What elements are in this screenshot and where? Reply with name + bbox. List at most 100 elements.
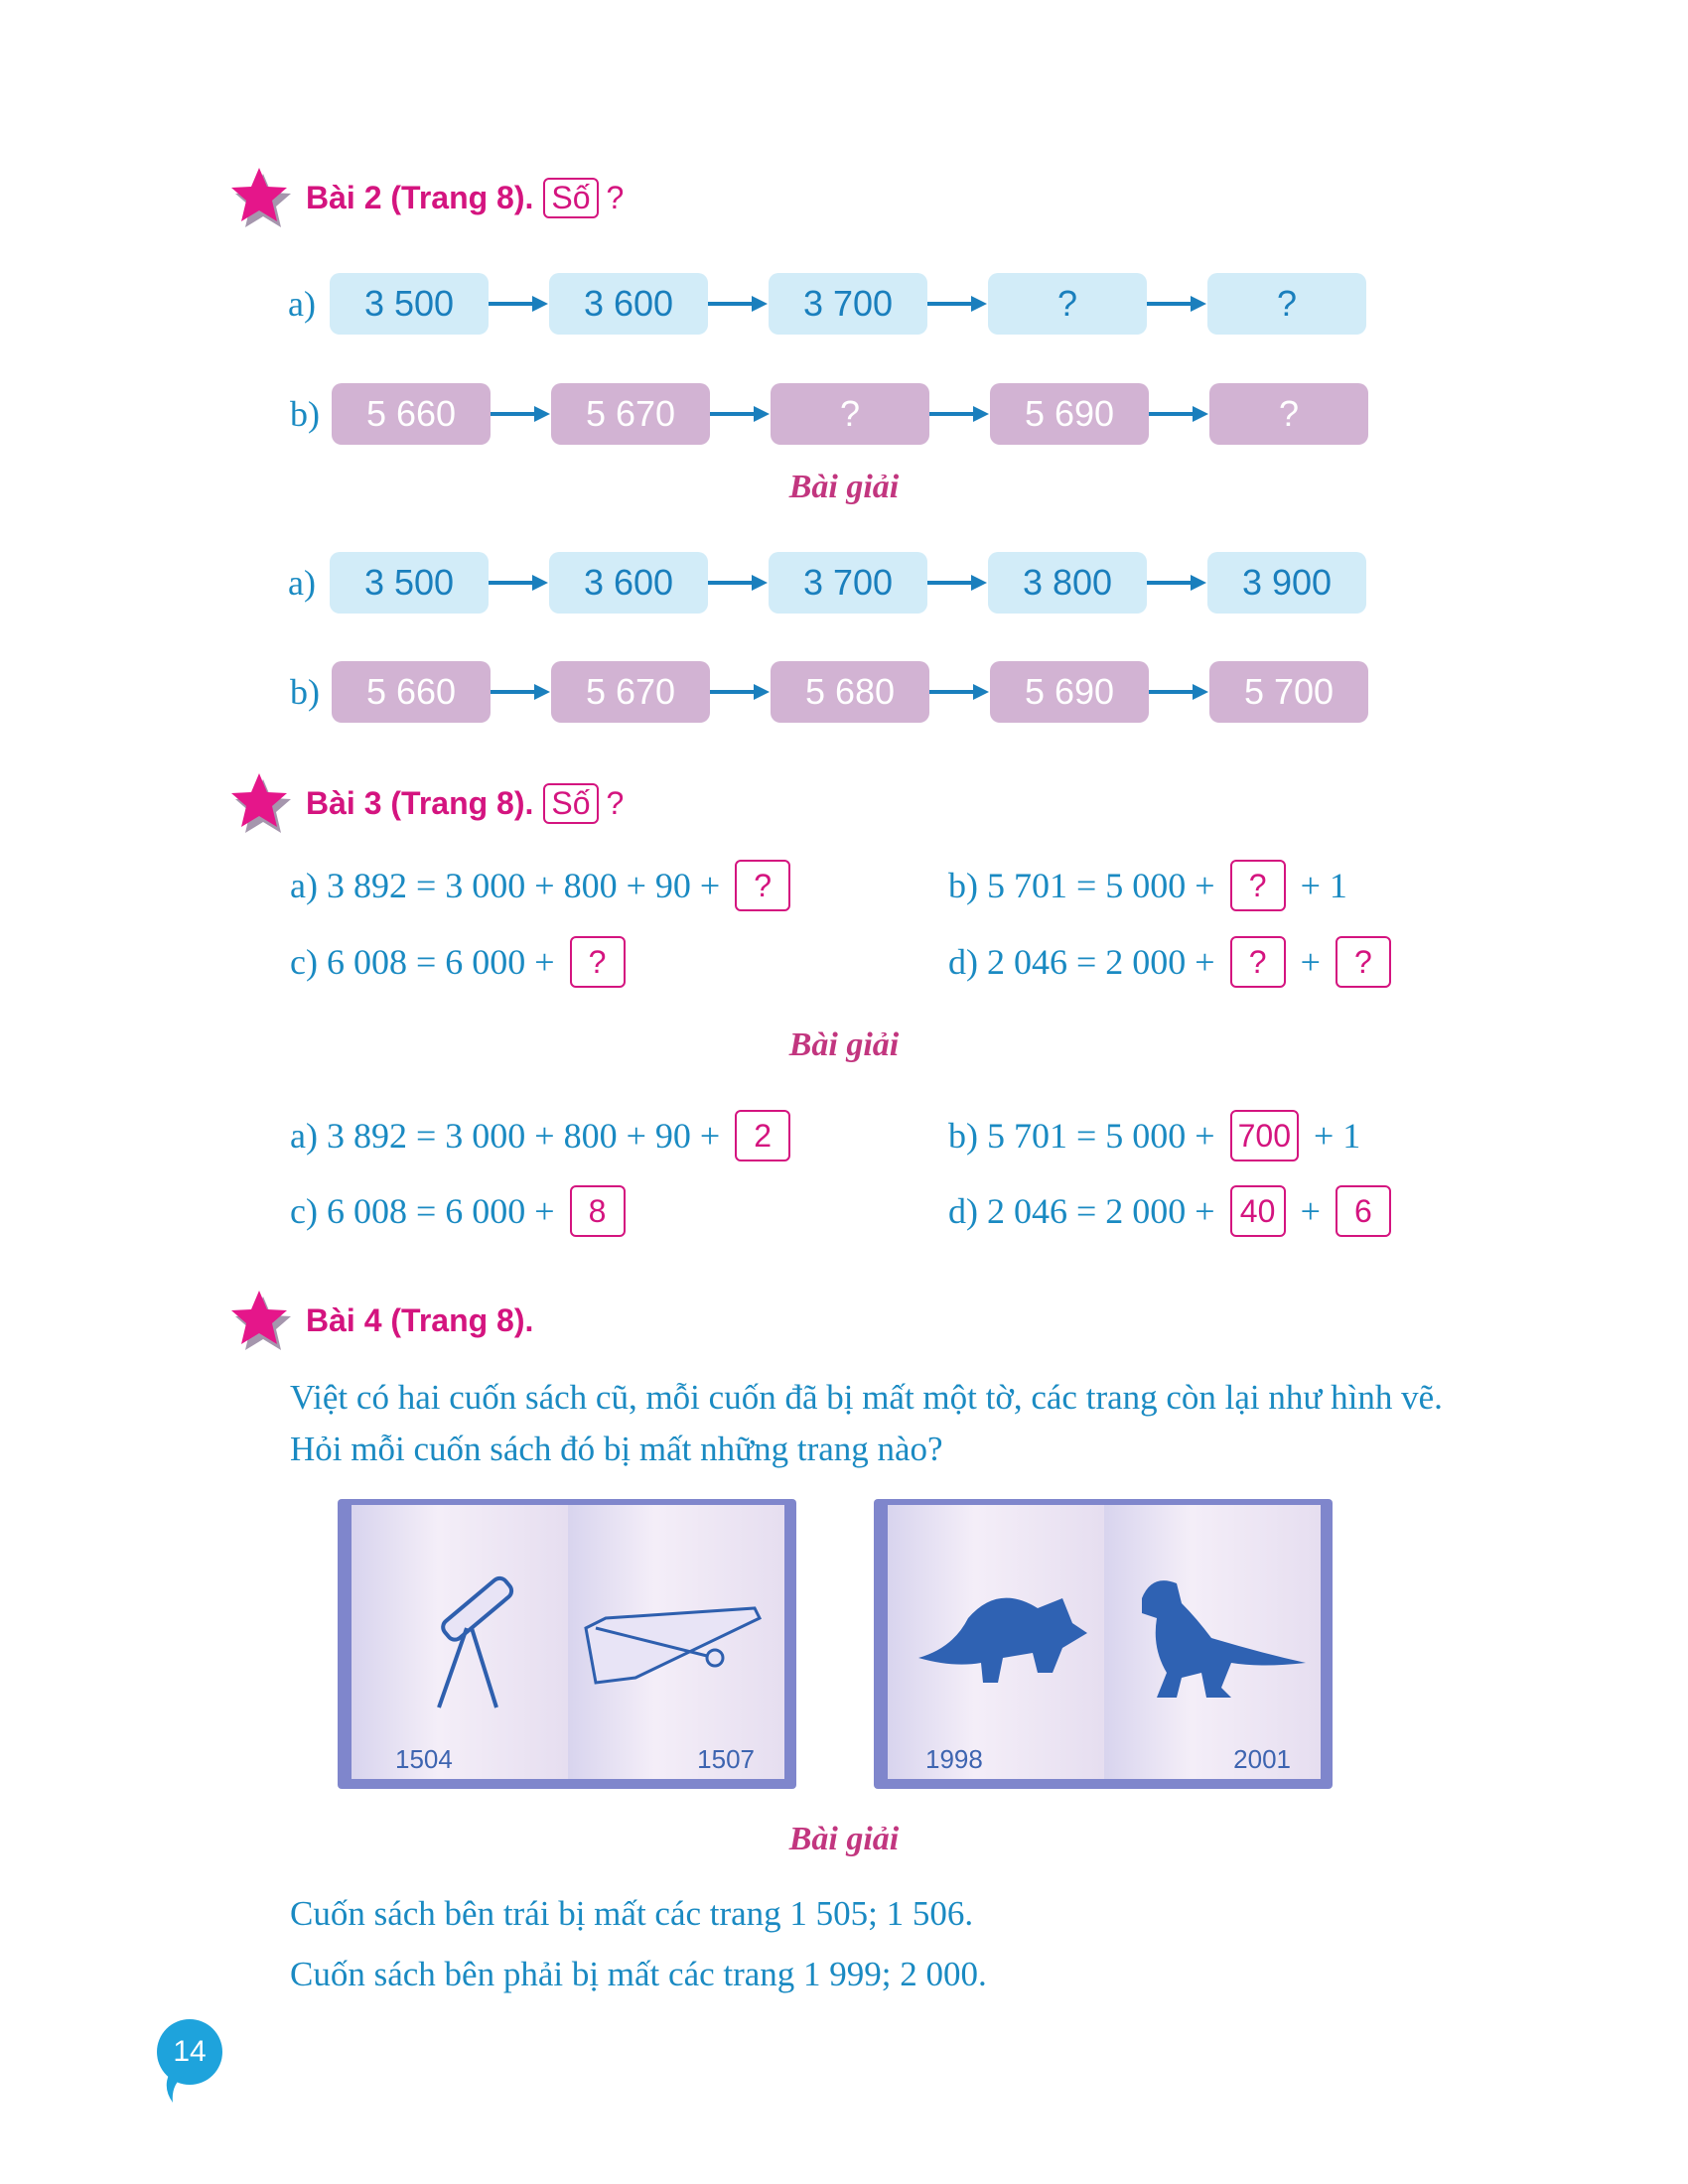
star-icon (226, 770, 292, 836)
equation-text: b) 5 701 = 5 000 + (948, 866, 1224, 905)
number-box: 5 660 (332, 383, 491, 445)
number-box[interactable]: ? (1209, 383, 1368, 445)
bai2-heading: Bài 2 (Trang 8). Số ? (226, 165, 624, 230)
bai2-solution-title: Bài giải (788, 469, 900, 505)
answer-box[interactable]: ? (569, 936, 626, 988)
star-icon (226, 165, 292, 230)
arrow-right-icon (491, 404, 551, 424)
airplane-icon (584, 1606, 763, 1685)
bai4-title: Bài 4 (Trang 8). (306, 1301, 534, 1338)
arrow-right-icon (927, 294, 988, 314)
arrow-right-icon (710, 682, 771, 702)
row-label: a) (288, 563, 316, 603)
equation-text: d) 2 046 = 2 000 + (948, 942, 1224, 982)
number-box: 3 700 (769, 552, 927, 614)
bai3-solution-title: Bài giải (788, 1026, 900, 1063)
bai3-answer-b: b) 5 701 = 5 000 + 700 + 1 (948, 1110, 1360, 1161)
arrow-right-icon (710, 404, 771, 424)
equation-text: a) 3 892 = 3 000 + 800 + 90 + (290, 866, 730, 905)
number-box: 5 670 (551, 383, 710, 445)
bai4-problem: Việt có hai cuốn sách cũ, mỗi cuốn đã bị… (290, 1378, 1443, 1468)
answer-box[interactable]: ? (735, 860, 791, 911)
book-left: 1504 1507 (338, 1499, 796, 1789)
equation-text: d) 2 046 = 2 000 + (948, 1191, 1224, 1231)
answer-box[interactable]: ? (1229, 860, 1286, 911)
bai3-tag: Số (543, 782, 599, 824)
bai3-question-a: a) 3 892 = 3 000 + 800 + 90 + ? (290, 860, 796, 911)
telescope-icon (437, 1575, 514, 1708)
bai3-title: Bài 3 (Trang 8). (306, 784, 534, 821)
number-box: 3 600 (549, 273, 708, 335)
bai4-answer-1: Cuốn sách bên trái bị mất các trang 1 50… (290, 1894, 974, 1933)
arrow-right-icon (708, 573, 769, 593)
page-number-label: 2001 (1233, 1744, 1291, 1774)
number-box: 5 680 (771, 661, 929, 723)
triceratops-icon (918, 1597, 1087, 1683)
arrow-right-icon (1149, 404, 1209, 424)
number-box: 5 670 (551, 661, 710, 723)
bai2-answer-b: b) 5 660 5 670 5 680 5 690 5 700 (290, 661, 1368, 723)
bai2-tag: Số (543, 177, 599, 218)
equation-text: a) 3 892 = 3 000 + 800 + 90 + (290, 1116, 730, 1156)
number-box: 3 900 (1207, 552, 1366, 614)
number-box[interactable]: ? (771, 383, 929, 445)
bai3-question-c: c) 6 008 = 6 000 + ? (290, 936, 632, 988)
bai2-question-mark: ? (606, 179, 625, 215)
equation-text: + (1291, 942, 1330, 982)
bai3-question-b: b) 5 701 = 5 000 + ? + 1 (948, 860, 1347, 911)
number-box[interactable]: ? (988, 273, 1147, 335)
book-right: 1998 2001 (874, 1499, 1333, 1789)
arrow-right-icon (1149, 682, 1209, 702)
equation-text: + 1 (1304, 1116, 1361, 1156)
number-box[interactable]: ? (1207, 273, 1366, 335)
bai3-answer-a: a) 3 892 = 3 000 + 800 + 90 + 2 (290, 1110, 796, 1161)
bai3-answer-d: d) 2 046 = 2 000 + 40 + 6 (948, 1185, 1397, 1237)
page-number-label: 1507 (697, 1744, 755, 1774)
bai4-answer-2: Cuốn sách bên phải bị mất các trang 1 99… (290, 1955, 987, 1993)
answer-box[interactable]: ? (1229, 936, 1286, 988)
bai3-heading: Bài 3 (Trang 8). Số ? (226, 770, 624, 836)
number-box: 3 600 (549, 552, 708, 614)
answer-box: 2 (735, 1110, 791, 1161)
equation-text: c) 6 008 = 6 000 + (290, 942, 564, 982)
arrow-right-icon (1147, 294, 1207, 314)
speech-tail-icon (166, 2075, 185, 2103)
page-number-label: 1504 (395, 1744, 453, 1774)
bai3-question-mark: ? (606, 784, 625, 821)
equation-text: b) 5 701 = 5 000 + (948, 1116, 1224, 1156)
bai2-title: Bài 2 (Trang 8). (306, 179, 534, 215)
arrow-right-icon (708, 294, 769, 314)
arrow-right-icon (489, 294, 549, 314)
answer-box[interactable]: ? (1335, 936, 1391, 988)
arrow-right-icon (929, 682, 990, 702)
arrow-right-icon (491, 682, 551, 702)
t-rex-icon (1142, 1580, 1306, 1698)
number-box: 3 500 (330, 273, 489, 335)
answer-box: 8 (569, 1185, 626, 1237)
number-box: 5 690 (990, 383, 1149, 445)
page-number-badge: 14 (157, 2019, 222, 2085)
star-icon (226, 1288, 292, 1353)
number-box: 5 660 (332, 661, 491, 723)
bai2-answer-a: a) 3 500 3 600 3 700 3 800 3 900 (288, 552, 1366, 614)
equation-text: + (1291, 1191, 1330, 1231)
arrow-right-icon (1147, 573, 1207, 593)
number-box: 3 800 (988, 552, 1147, 614)
page-number-label: 1998 (925, 1744, 983, 1774)
answer-box: 700 (1229, 1110, 1299, 1161)
answer-box: 6 (1335, 1185, 1391, 1237)
number-box: 3 700 (769, 273, 927, 335)
number-box: 5 700 (1209, 661, 1368, 723)
row-label: b) (290, 672, 320, 712)
arrow-right-icon (929, 404, 990, 424)
arrow-right-icon (489, 573, 549, 593)
row-label: b) (290, 394, 320, 434)
number-box: 5 690 (990, 661, 1149, 723)
row-label: a) (288, 284, 316, 324)
bai3-answer-c: c) 6 008 = 6 000 + 8 (290, 1185, 632, 1237)
equation-text: c) 6 008 = 6 000 + (290, 1191, 564, 1231)
bai2-question-b: b) 5 660 5 670? 5 690? (290, 383, 1368, 445)
answer-box: 40 (1229, 1185, 1286, 1237)
bai3-question-d: d) 2 046 = 2 000 + ? + ? (948, 936, 1397, 988)
number-box: 3 500 (330, 552, 489, 614)
